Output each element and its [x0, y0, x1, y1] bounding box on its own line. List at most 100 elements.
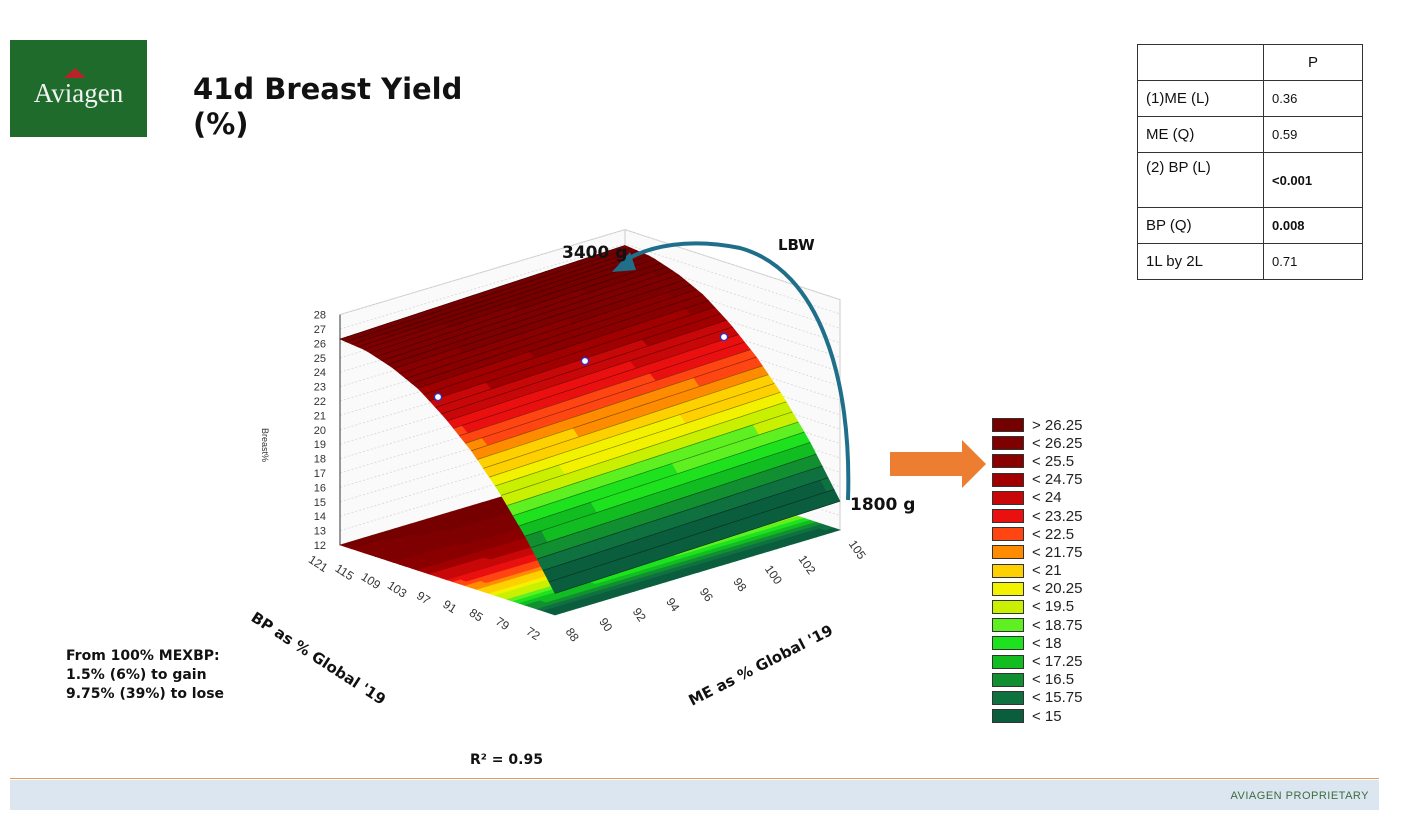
z-tick-label: 16 [314, 482, 326, 494]
z-tick-label: 27 [314, 324, 326, 336]
legend-item: < 18.75 [992, 616, 1082, 634]
legend-swatch [992, 527, 1024, 542]
r-squared: R² = 0.95 [470, 752, 543, 768]
z-gridline [339, 229, 841, 316]
legend-item: < 16.5 [992, 671, 1082, 689]
legend-item: < 19.5 [992, 598, 1082, 616]
aviagen-logo: Aviagen [10, 40, 147, 137]
me-tick-label: 105 [846, 537, 869, 562]
z-gridline [339, 243, 841, 330]
legend-swatch [992, 654, 1024, 669]
legend-item: < 23.25 [992, 507, 1082, 525]
z-tick-label: 13 [314, 526, 326, 538]
me-tick-label: 92 [630, 605, 649, 624]
legend-label: < 25.5 [1032, 452, 1075, 470]
table-row: BP (Q) 0.008 [1137, 207, 1363, 244]
z-tick-label: 20 [314, 425, 326, 437]
term-cell: 1L by 2L [1137, 243, 1264, 280]
term-cell: (2) BP (L) [1137, 152, 1264, 208]
slide-title: 41d Breast Yield (%) [193, 72, 462, 142]
orange-pointer-arrow-icon [890, 440, 986, 488]
design-point-marker [580, 356, 590, 366]
z-tick-label: 22 [314, 396, 326, 408]
legend-label: < 15 [1032, 707, 1062, 725]
legend-swatch [992, 636, 1024, 651]
z-tick-label: 14 [314, 511, 326, 523]
legend-swatch [992, 472, 1024, 487]
legend-label: < 18.75 [1032, 616, 1083, 634]
bp-tick-label: 91 [440, 597, 459, 616]
legend-item: > 26.25 [992, 416, 1082, 434]
legend-item: < 26.25 [992, 434, 1082, 452]
bp-tick-label: 97 [414, 588, 433, 607]
legend-label: < 21 [1032, 562, 1062, 580]
legend-label: < 24 [1032, 489, 1062, 507]
z-tick-label: 28 [314, 310, 326, 322]
legend-swatch [992, 545, 1024, 560]
legend-item: < 22.5 [992, 525, 1082, 543]
legend-label: < 20.25 [1032, 580, 1083, 598]
z-axis-label: Breast% [260, 428, 270, 462]
bp-tick-label: 115 [333, 561, 357, 583]
me-tick-label: 94 [663, 595, 682, 614]
response-surface [339, 245, 841, 594]
logo-text: Aviagen [33, 78, 124, 108]
note-line: 1.5% (6%) to gain [66, 667, 207, 683]
legend-item: < 18 [992, 634, 1082, 652]
table-row: (1)ME (L) 0.36 [1137, 80, 1363, 117]
legend-swatch [992, 599, 1024, 614]
term-cell: BP (Q) [1137, 207, 1264, 244]
design-point-marker [433, 392, 443, 402]
legend-swatch [992, 454, 1024, 469]
table-row: (2) BP (L) <0.001 [1137, 152, 1363, 208]
me-tick-label: 96 [697, 585, 716, 604]
legend-item: < 15.75 [992, 689, 1082, 707]
legend-label: < 24.75 [1032, 471, 1083, 489]
note-line: 9.75% (39%) to lose [66, 686, 225, 702]
legend-label: < 23.25 [1032, 507, 1083, 525]
z-tick-label: 12 [314, 540, 326, 552]
legend-label: < 26.25 [1032, 434, 1083, 452]
y-axis-label: ME as % Global '19 [686, 621, 836, 709]
legend-label: < 16.5 [1032, 671, 1075, 689]
legend-swatch [992, 690, 1024, 705]
legend-label: > 26.25 [1032, 416, 1083, 434]
footer-divider [10, 778, 1379, 779]
bp-tick-label: 103 [385, 578, 410, 601]
legend-item: < 17.25 [992, 652, 1082, 670]
legend-swatch [992, 672, 1024, 687]
logo-roof-icon [64, 68, 86, 78]
legend-label: < 15.75 [1032, 689, 1083, 707]
legend-swatch [992, 436, 1024, 451]
legend-label: < 22.5 [1032, 525, 1075, 543]
me-tick-label: 90 [596, 615, 615, 634]
me-tick-label: 102 [796, 552, 819, 577]
z-tick-label: 26 [314, 338, 326, 350]
legend-swatch [992, 618, 1024, 633]
legend-swatch [992, 581, 1024, 596]
term-cell: ME (Q) [1137, 116, 1264, 153]
me-tick-label: 100 [762, 562, 785, 587]
floor-cell [825, 527, 842, 533]
legend-item: < 15 [992, 707, 1082, 725]
p-cell: 0.71 [1263, 243, 1363, 280]
legend-label: < 18 [1032, 634, 1062, 652]
legend-label: < 19.5 [1032, 598, 1075, 616]
legend-item: < 24 [992, 489, 1082, 507]
p-value-table: P (1)ME (L) 0.36 ME (Q) 0.59 (2) BP (L) <0.… [1137, 44, 1363, 280]
legend-label: < 21.75 [1032, 543, 1083, 561]
lbw-label: LBW [778, 236, 815, 254]
bp-tick-label: 85 [467, 606, 486, 625]
legend-swatch [992, 418, 1024, 433]
legend-label: < 17.25 [1032, 653, 1083, 671]
bp-tick-label: 79 [493, 614, 512, 633]
table-row: ME (Q) 0.59 [1137, 116, 1363, 153]
bp-tick-label: 72 [524, 624, 543, 643]
footer-text: AVIAGEN PROPRIETARY [1230, 790, 1369, 802]
z-tick-label: 19 [314, 439, 326, 451]
footer-bar: AVIAGEN PROPRIETARY [10, 780, 1379, 810]
z-tick-label: 18 [314, 454, 326, 466]
z-tick-label: 15 [314, 497, 326, 509]
bp-tick-label: 121 [306, 552, 331, 575]
